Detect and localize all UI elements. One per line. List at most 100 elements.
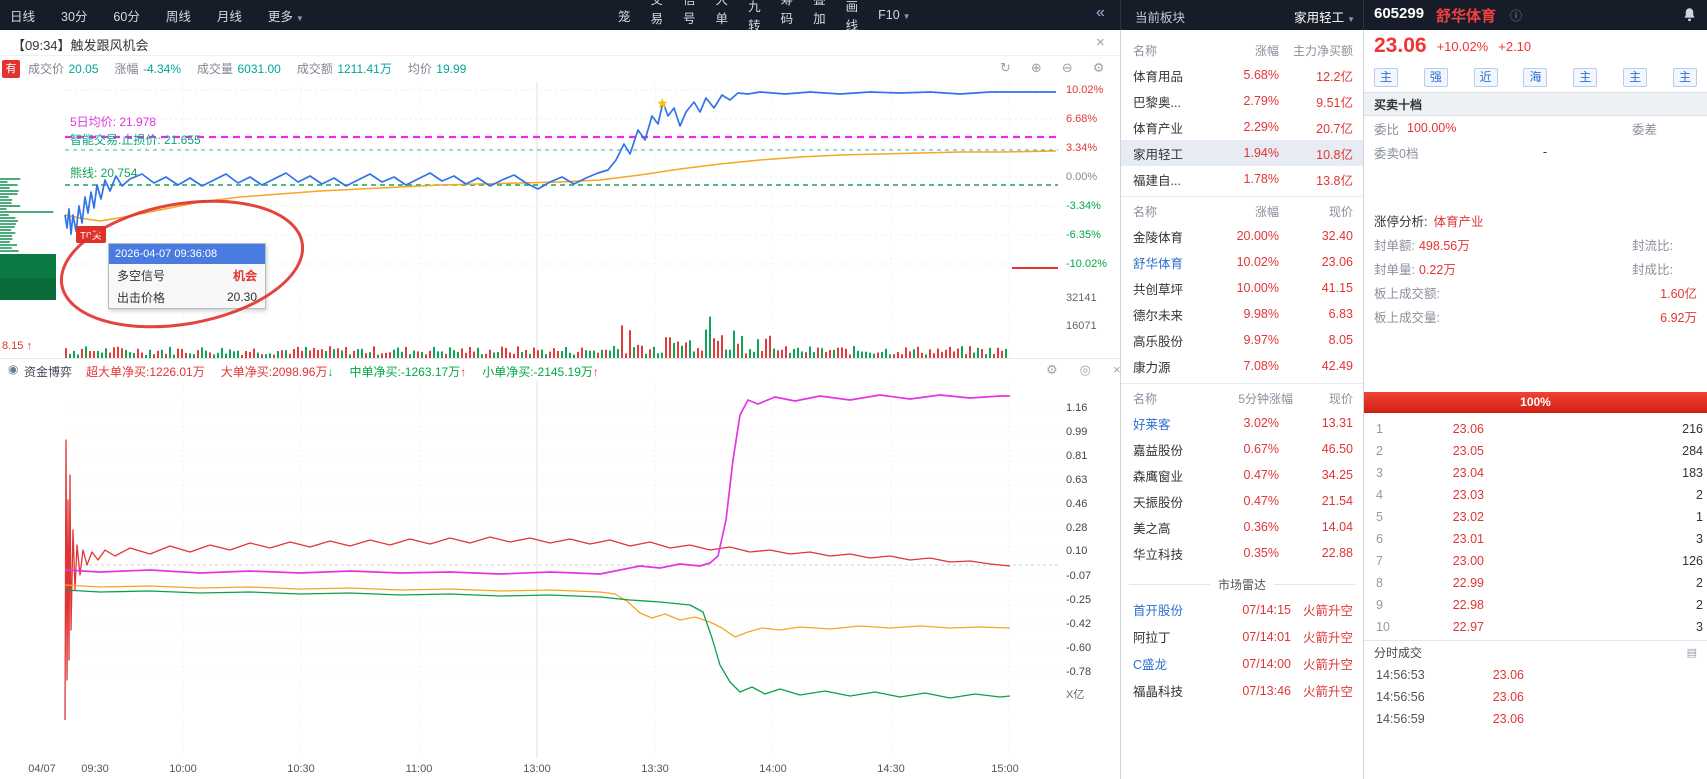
bid-level[interactable]: 3 23.04 183 [1376, 466, 1703, 480]
radar-row[interactable]: 福晶科技 07/13:46 火箭升空 [1133, 683, 1353, 700]
fund-stat: 超大单净买:1226.01万 [86, 365, 205, 379]
bid-level[interactable]: 8 22.99 2 [1376, 576, 1703, 590]
toolbar-drawline-button[interactable]: 画线 [845, 0, 859, 33]
signal-bar: 【09:34】触发跟风机会 × [0, 30, 1120, 56]
bid-level[interactable]: 1 23.06 216 [1376, 422, 1703, 436]
stock-row[interactable]: 高乐股份 9.97% 8.05 [1133, 333, 1353, 349]
quote-tab[interactable]: 强 [1423, 67, 1448, 87]
radar-row[interactable]: C盛龙 07/14:00 火箭升空 [1133, 656, 1353, 673]
volume-label: 成交量 [197, 62, 234, 76]
bid-level[interactable]: 7 23.00 126 [1376, 554, 1703, 568]
peak-star-icon: ★ [656, 95, 669, 111]
quote-tab[interactable]: 主 [1672, 67, 1697, 87]
tab-30min[interactable]: 30分 [61, 9, 88, 24]
stock-row[interactable]: 华立科技 0.35% 22.88 [1133, 546, 1353, 562]
abs-change: +2.10 [1498, 38, 1532, 54]
t0-buy-marker[interactable]: T0买 [76, 226, 106, 243]
board-row[interactable]: 体育产业 2.29% 20.7亿 [1133, 120, 1353, 136]
info-icon[interactable]: ⓘ [1510, 9, 1523, 23]
close-icon[interactable]: × [1096, 34, 1105, 51]
stock-row[interactable]: 金陵体育 20.00% 32.40 [1133, 229, 1353, 245]
quote-tab[interactable]: 主 [1374, 67, 1398, 87]
expand-panel-icon[interactable]: ▤ [1686, 647, 1697, 659]
stock-row[interactable]: 森鹰窗业 0.47% 34.25 [1133, 468, 1353, 484]
tick-trades-header[interactable]: 分时成交 ▤ [1364, 640, 1707, 664]
bid-level[interactable]: 2 23.05 284 [1376, 444, 1703, 458]
quote-tab[interactable]: 海 [1523, 67, 1548, 87]
board-row-selected[interactable]: 家用轻工 1.94% 10.8亿 [1121, 140, 1363, 166]
stock-row[interactable]: 天振股份 0.47% 21.54 [1133, 494, 1353, 510]
pct-axis-tick: 10.02% [1066, 84, 1104, 96]
bid-level[interactable]: 4 23.03 2 [1376, 488, 1703, 502]
bid-level[interactable]: 10 22.97 3 [1376, 620, 1703, 634]
fund-battle-chart[interactable] [0, 380, 1120, 758]
corner-value: 8.15 ↑ [2, 340, 32, 352]
radar-row[interactable]: 首开股份 07/14:15 火箭升空 [1133, 602, 1353, 619]
bid-level[interactable]: 9 22.98 2 [1376, 598, 1703, 612]
position-tag[interactable]: 有 [2, 60, 20, 78]
toolbar-cage-button[interactable]: 笼 [618, 9, 631, 24]
change-label: 涨幅 [114, 62, 139, 76]
tab-weekly[interactable]: 周线 [165, 9, 191, 24]
board-turnover-row: 板上成交额: 1.60亿 [1374, 286, 1697, 301]
quote-tab[interactable]: 主 [1623, 67, 1648, 87]
bear-line-label: 熊线: 20.754 [70, 166, 138, 180]
seal-amount-row: 封单额: 498.56万 封流比: [1374, 238, 1673, 253]
intraday-chart[interactable]: ★ [0, 82, 1120, 358]
fund-axis-tick: 0.81 [1066, 450, 1088, 462]
board-row[interactable]: 福建自... 1.78% 13.8亿 [1133, 172, 1353, 188]
stock-row[interactable]: 嘉益股份 0.67% 46.50 [1133, 442, 1353, 458]
board-panel-header: 当前板块 家用轻工 ▼ [1120, 0, 1363, 30]
circle-icon[interactable]: ◎ [1079, 362, 1091, 377]
zoom-out-icon[interactable]: ⊖ [1061, 60, 1073, 75]
bid-level[interactable]: 6 23.01 3 [1376, 532, 1703, 546]
board-row[interactable]: 体育用品 5.68% 12.2亿 [1133, 68, 1353, 84]
top-strip: 日线 30分 60分 周线 月线 更多▼ 笼 交易▼ 信号▼ 大单▼ 九转 筹码… [0, 0, 1707, 40]
chevron-down-icon: ▼ [902, 12, 911, 21]
settings-icon[interactable]: ⚙ [1046, 362, 1058, 377]
weibi-row: 委比 100.00% 委差 [1374, 121, 1657, 137]
pct-axis-tick: -3.34% [1066, 200, 1101, 212]
stock-row[interactable]: 德尔未来 9.98% 6.83 [1133, 307, 1353, 323]
time-axis-tick: 09:30 [81, 763, 109, 775]
stock-row[interactable]: 康力源 7.08% 42.49 [1133, 359, 1353, 375]
board-row[interactable]: 巴黎奥... 2.79% 9.51亿 [1133, 94, 1353, 110]
signal-text: 【09:34】触发跟风机会 [12, 38, 149, 53]
stock-row-current[interactable]: 舒华体育 10.02% 23.06 [1133, 255, 1353, 271]
sell-value: - [1542, 145, 1547, 159]
stock-row[interactable]: 好莱客 3.02% 13.31 [1133, 416, 1353, 432]
stock-row[interactable]: 共创草坪 10.00% 41.15 [1133, 281, 1353, 297]
refresh-icon[interactable]: ↻ [1000, 60, 1011, 75]
collapse-panel-icon[interactable]: « [1096, 4, 1105, 21]
amount-label: 成交额 [296, 62, 333, 76]
time-axis-tick: 10:30 [287, 763, 315, 775]
close-icon[interactable]: × [1113, 362, 1121, 377]
toolbar-f10-menu[interactable]: F10 ▼ [878, 8, 911, 22]
fund-axis-tick: -0.25 [1066, 594, 1092, 606]
orderbook-tab[interactable]: 买卖十档 [1364, 92, 1707, 116]
tab-more[interactable]: 更多 ▼ [267, 9, 304, 24]
fund-axis-tick: 1.16 [1066, 402, 1088, 414]
tab-daily[interactable]: 日线 [10, 9, 36, 24]
zoom-in-icon[interactable]: ⊕ [1030, 60, 1042, 75]
quote-tabs: 主 强 近 海 主 主 主 [1364, 62, 1707, 92]
settings-icon[interactable]: ⚙ [1092, 60, 1105, 75]
bell-icon[interactable] [1682, 7, 1697, 27]
toolbar-nineturn-button[interactable]: 九转 [748, 0, 761, 33]
quote-tab[interactable]: 主 [1573, 67, 1598, 87]
bid-level[interactable]: 5 23.02 1 [1376, 510, 1703, 524]
tab-60min[interactable]: 60分 [113, 9, 140, 24]
stock-row[interactable]: 美之高 0.36% 14.04 [1133, 520, 1353, 536]
volume-axis-tick: 32141 [1066, 292, 1097, 304]
time-axis-tick: 04/07 [28, 763, 56, 775]
quote-tab[interactable]: 近 [1473, 67, 1498, 87]
pct-change: +10.02% [1436, 38, 1489, 54]
fund-stat: 中单净买:-1263.17万↑ [349, 365, 467, 379]
toolbar: 日线 30分 60分 周线 月线 更多▼ 笼 交易▼ 信号▼ 大单▼ 九转 筹码… [0, 0, 1120, 40]
board-selector[interactable]: 家用轻工 ▼ [1294, 11, 1355, 25]
fund-stat: 小单净买:-2145.19万↑ [482, 365, 599, 379]
radar-row[interactable]: 阿拉丁 07/14:01 火箭升空 [1133, 629, 1353, 646]
tooltip-row-value: 机会 [232, 268, 257, 283]
tab-monthly[interactable]: 月线 [216, 9, 242, 24]
